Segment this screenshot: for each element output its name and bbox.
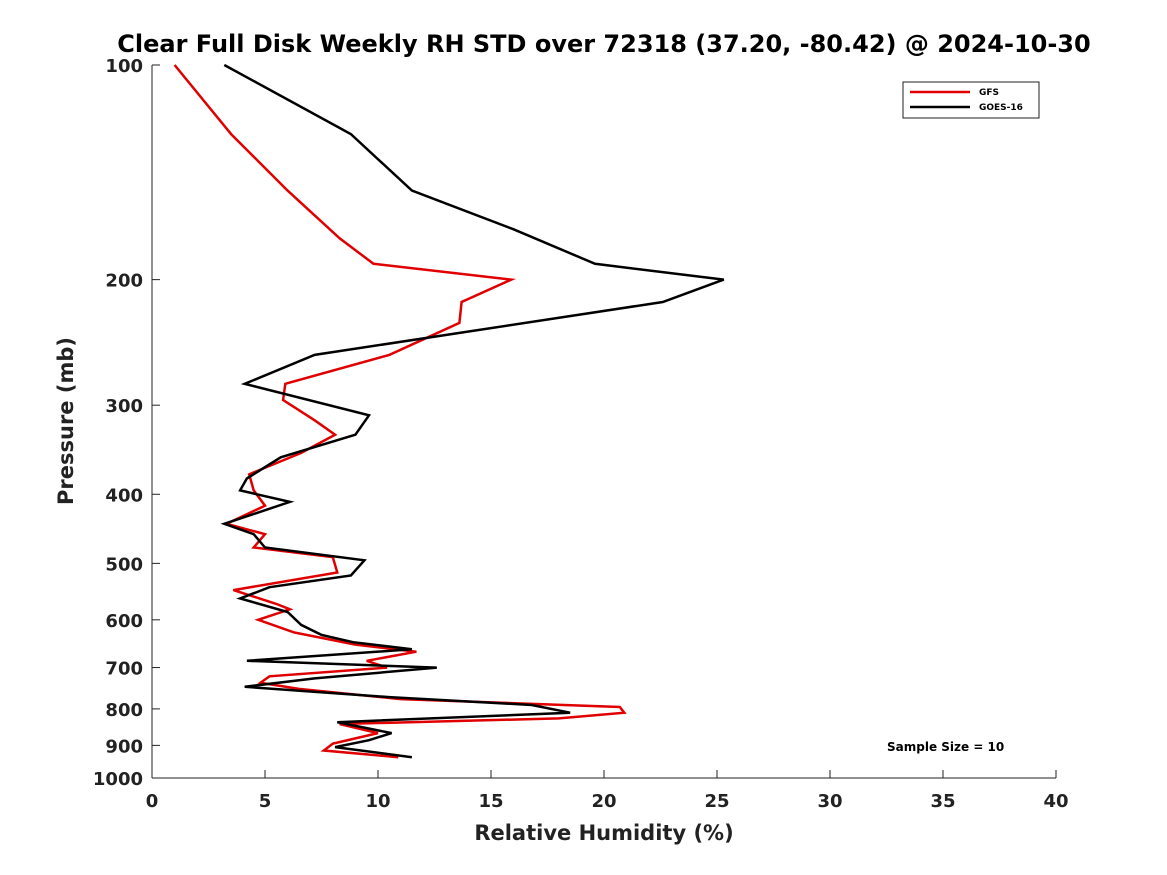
x-tick-label: 5	[259, 791, 272, 812]
y-tick-label: 1000	[93, 769, 143, 790]
y-axis-label: Pressure (mb)	[54, 337, 78, 505]
series-line-gfs	[173, 64, 627, 759]
y-tick-label: 400	[105, 485, 143, 506]
x-tick-label: 30	[817, 791, 842, 812]
x-tick-label: 0	[146, 791, 159, 812]
plot-area	[151, 65, 1056, 779]
x-axis-label: Relative Humidity (%)	[474, 821, 733, 845]
y-ticks: 100 200 300 400 500 600 700 800 900 1000	[93, 56, 160, 790]
legend-label-gfs: GFS	[979, 88, 999, 98]
legend-box	[902, 81, 1040, 119]
y-tick-label: 800	[105, 700, 143, 721]
x-tick-label: 20	[591, 791, 616, 812]
y-tick-label: 900	[105, 736, 143, 757]
y-tick-label: 100	[105, 56, 143, 77]
x-tick-label: 25	[704, 791, 729, 812]
series-line-goes16	[220, 63, 725, 759]
x-ticks: 0 5 10 15 20 25 30 35 40	[146, 770, 1069, 812]
y-tick-label: 500	[105, 554, 143, 575]
y-tick-label: 200	[105, 271, 143, 292]
legend: GFS GOES-16	[902, 81, 1040, 119]
y-tick-label: 600	[105, 611, 143, 632]
y-tick-label: 700	[105, 659, 143, 680]
x-tick-label: 40	[1043, 791, 1068, 812]
x-tick-label: 10	[365, 791, 390, 812]
x-tick-label: 15	[478, 791, 503, 812]
y-tick-label: 300	[105, 396, 143, 417]
sample-size-annotation: Sample Size = 10	[887, 740, 1004, 754]
legend-label-goes16: GOES-16	[979, 103, 1023, 113]
series-layer	[173, 63, 725, 759]
chart-title: Clear Full Disk Weekly RH STD over 72318…	[117, 30, 1090, 58]
x-tick-label: 35	[930, 791, 955, 812]
